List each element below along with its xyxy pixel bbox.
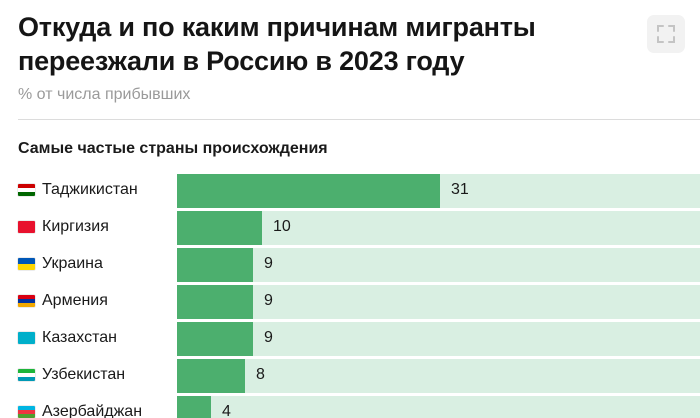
data-label: 10	[273, 218, 291, 235]
category-label: Азербайджан	[42, 403, 143, 418]
bar	[177, 285, 253, 319]
bar-track	[177, 396, 700, 418]
category-label: Армения	[42, 292, 108, 309]
bar-track	[177, 211, 700, 245]
data-label: 9	[264, 255, 273, 272]
bar	[177, 322, 253, 356]
bar	[177, 248, 253, 282]
bar-row: Азербайджан 4	[0, 395, 700, 418]
bar-row: Таджикистан 31	[0, 173, 700, 210]
bar	[177, 396, 211, 418]
category-label: Киргизия	[42, 218, 109, 235]
bar	[177, 174, 440, 208]
bar-row: Казахстан 9	[0, 321, 700, 358]
bar-track	[177, 322, 700, 356]
flag-icon	[18, 184, 35, 196]
bar-track	[177, 248, 700, 282]
data-label: 31	[451, 181, 469, 198]
category-label: Таджикистан	[42, 181, 138, 198]
chart-subtitle: % от числа прибывших	[18, 86, 191, 103]
data-label: 4	[222, 403, 231, 418]
flag-icon	[18, 406, 35, 418]
bar-track	[177, 285, 700, 319]
divider	[18, 119, 700, 120]
expand-icon	[657, 25, 675, 43]
chart-title: Откуда и по каким причинам мигранты пере…	[18, 12, 536, 76]
bar-row: Узбекистан 8	[0, 358, 700, 395]
bar-track	[177, 359, 700, 393]
flag-icon	[18, 369, 35, 381]
bar	[177, 359, 245, 393]
flag-icon	[18, 258, 35, 270]
bar-row: Украина 9	[0, 247, 700, 284]
category-label: Узбекистан	[42, 366, 126, 383]
flag-icon	[18, 332, 35, 344]
section-title: Самые частые страны происхождения	[18, 140, 328, 157]
bar-row: Киргизия 10	[0, 210, 700, 247]
data-label: 9	[264, 292, 273, 309]
expand-button[interactable]	[647, 15, 685, 53]
data-label: 9	[264, 329, 273, 346]
flag-icon	[18, 295, 35, 307]
category-label: Украина	[42, 255, 103, 272]
bar	[177, 211, 262, 245]
category-label: Казахстан	[42, 329, 117, 346]
bar-row: Армения 9	[0, 284, 700, 321]
data-label: 8	[256, 366, 265, 383]
flag-icon	[18, 221, 35, 233]
